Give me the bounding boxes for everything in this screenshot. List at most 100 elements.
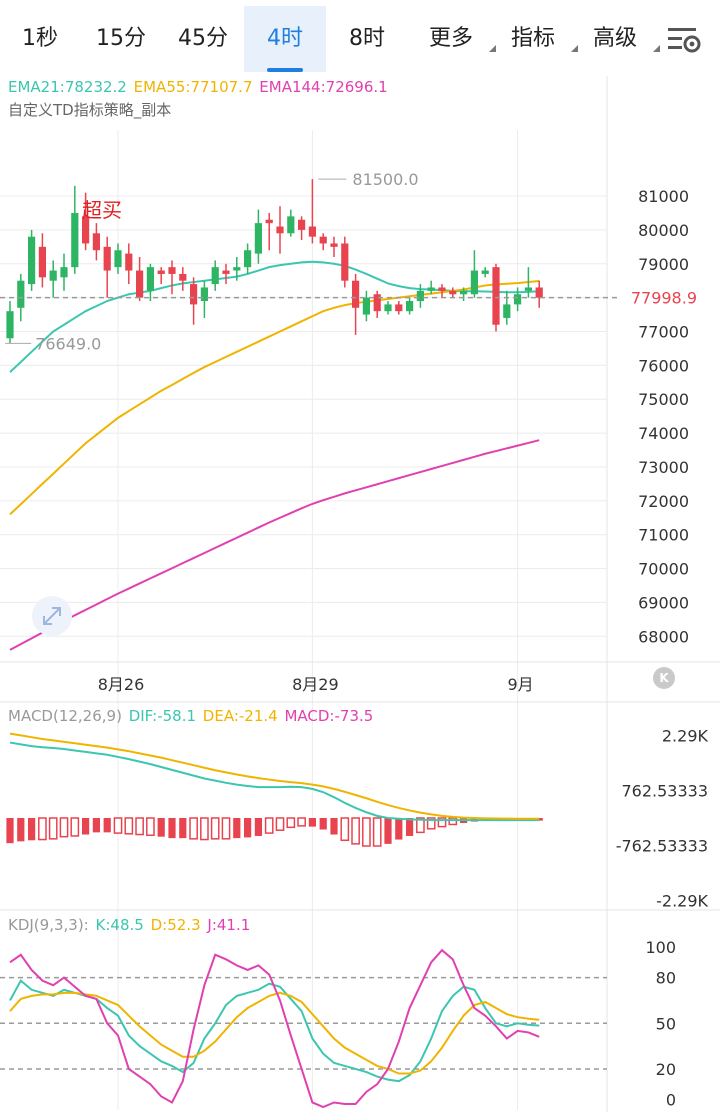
dropdown-caret-icon [653, 45, 660, 52]
candle [28, 229, 36, 291]
legend-macd: MACD:-73.5 [284, 707, 374, 725]
macd-histogram-bar [372, 817, 382, 847]
candle-body [503, 304, 511, 318]
price-tick-label: 72000 [638, 492, 689, 511]
candle [341, 236, 349, 288]
macd-histogram-bar [179, 818, 187, 839]
price-tick-label: 77000 [638, 323, 689, 342]
macd-histogram-bar [362, 817, 371, 847]
macd-histogram-bar [233, 818, 241, 839]
macd-histogram-bar [103, 818, 111, 833]
macd-histogram-bar [351, 817, 360, 845]
candle-body [82, 216, 90, 244]
candle [470, 250, 478, 298]
candle [524, 267, 532, 298]
macd-histogram-bar [82, 818, 90, 835]
macd-histogram-bar [244, 818, 252, 838]
macd-histogram-bar [426, 817, 436, 830]
macd-histogram-bar [135, 817, 144, 836]
candle-body [395, 304, 403, 312]
price-tick-label: 69000 [638, 593, 689, 612]
candle-body [71, 212, 79, 268]
candle [60, 253, 68, 291]
candle [298, 216, 306, 241]
candle-body [384, 304, 392, 312]
last-price-label: 77998.9 [631, 289, 697, 308]
macd-histogram-bar [70, 817, 80, 837]
candle [179, 267, 187, 291]
low-price-label: 76649.0 [35, 334, 101, 353]
candle [438, 284, 446, 298]
macd-histogram-bar [59, 817, 69, 838]
macd-histogram-bar [92, 818, 100, 833]
candle-body [136, 270, 144, 298]
dropdown-caret-icon [489, 45, 496, 52]
tab-45m[interactable]: 45分 [162, 6, 244, 72]
candle-body [341, 243, 349, 281]
tab-more[interactable]: 更多 [418, 6, 496, 72]
candle-body [211, 267, 219, 285]
candle [319, 233, 327, 251]
expand-chart-icon[interactable] [32, 596, 72, 636]
candle [384, 301, 392, 315]
scroll-to-start-icon[interactable]: K [653, 667, 675, 689]
legend-ema55: EMA55:77107.7 [133, 78, 253, 96]
candle [38, 233, 46, 288]
ema55-line [9, 280, 540, 516]
tab-8h[interactable]: 8时 [326, 6, 408, 72]
candle [287, 209, 295, 237]
tab-label: 8时 [349, 26, 385, 51]
macd-histogram-bar [189, 817, 198, 840]
macd-histogram-bar [319, 818, 327, 830]
tab-advanced[interactable]: 高级 [582, 6, 660, 72]
candle-body [233, 267, 241, 271]
candle-body [481, 270, 489, 274]
settings-sliders-icon[interactable] [666, 24, 702, 56]
kdj-tick-label: 0 [666, 1090, 676, 1109]
candle [157, 267, 165, 285]
legend-dif: DIF:-58.1 [128, 707, 197, 725]
macd-histogram-bar [297, 817, 306, 827]
macd-histogram-bar [264, 817, 274, 834]
last-price-tag [620, 283, 718, 312]
candle-body [92, 233, 100, 251]
macd-histogram-bar [330, 818, 338, 835]
tab-15m[interactable]: 15分 [80, 6, 162, 72]
legend-dea: DEA:-21.4 [202, 707, 278, 725]
candle-body [157, 270, 165, 274]
macd-histogram-bar [286, 817, 296, 829]
candle [276, 206, 284, 254]
candle-body [298, 219, 306, 230]
candle-body [535, 287, 543, 298]
candle [308, 179, 316, 244]
candle [200, 280, 208, 318]
candle [168, 260, 176, 295]
macd-histogram-bar [38, 817, 47, 841]
candle-body [168, 267, 176, 274]
ema144-line [9, 439, 540, 651]
candle [222, 263, 230, 285]
legend-ema21: EMA21:78232.2 [8, 78, 127, 96]
date-label: 8月26 [98, 675, 145, 694]
candle-body [492, 267, 500, 325]
candle-body [449, 290, 457, 295]
legend-k: K:48.5 [95, 916, 144, 934]
tab-1s[interactable]: 1秒 [0, 6, 80, 72]
candle [416, 284, 424, 308]
tab-label: 15分 [96, 26, 146, 51]
candle [481, 267, 489, 278]
tab-4h[interactable]: 4时 [244, 6, 326, 72]
price-tick-label: 68000 [638, 627, 689, 646]
candle-body [373, 294, 381, 312]
indicator-strategy-name: 自定义TD指标策略_副本 [8, 101, 172, 119]
candle-body [514, 294, 522, 305]
candle [125, 243, 133, 285]
candle-body [330, 243, 338, 247]
tab-indicators[interactable]: 指标 [500, 6, 578, 72]
price-tick-label: 73000 [638, 458, 689, 477]
high-price-label: 81500.0 [352, 170, 418, 189]
candle-body [470, 270, 478, 295]
price-ema-legend: EMA21:78232.2 EMA55:77107.7 EMA144:72696… [8, 78, 390, 96]
legend-macd-params: MACD(12,26,9) [8, 707, 122, 725]
